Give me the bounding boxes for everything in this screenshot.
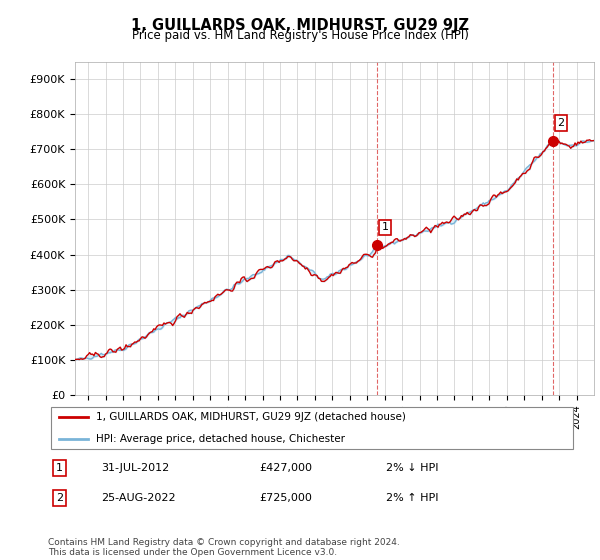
Text: 1, GUILLARDS OAK, MIDHURST, GU29 9JZ: 1, GUILLARDS OAK, MIDHURST, GU29 9JZ [131,18,469,33]
Text: 31-JUL-2012: 31-JUL-2012 [101,463,169,473]
Text: 1, GUILLARDS OAK, MIDHURST, GU29 9JZ (detached house): 1, GUILLARDS OAK, MIDHURST, GU29 9JZ (de… [95,412,406,422]
Text: 1: 1 [56,463,63,473]
Text: 2% ↓ HPI: 2% ↓ HPI [386,463,439,473]
Text: £427,000: £427,000 [259,463,312,473]
Text: 25-AUG-2022: 25-AUG-2022 [101,493,175,503]
Text: 1: 1 [382,222,389,232]
Text: 2: 2 [557,118,565,128]
Text: HPI: Average price, detached house, Chichester: HPI: Average price, detached house, Chic… [95,434,344,444]
Text: Contains HM Land Registry data © Crown copyright and database right 2024.
This d: Contains HM Land Registry data © Crown c… [48,538,400,557]
Text: Price paid vs. HM Land Registry's House Price Index (HPI): Price paid vs. HM Land Registry's House … [131,29,469,42]
Text: 2% ↑ HPI: 2% ↑ HPI [386,493,439,503]
Text: £725,000: £725,000 [259,493,312,503]
FancyBboxPatch shape [50,407,574,449]
Text: 2: 2 [56,493,63,503]
